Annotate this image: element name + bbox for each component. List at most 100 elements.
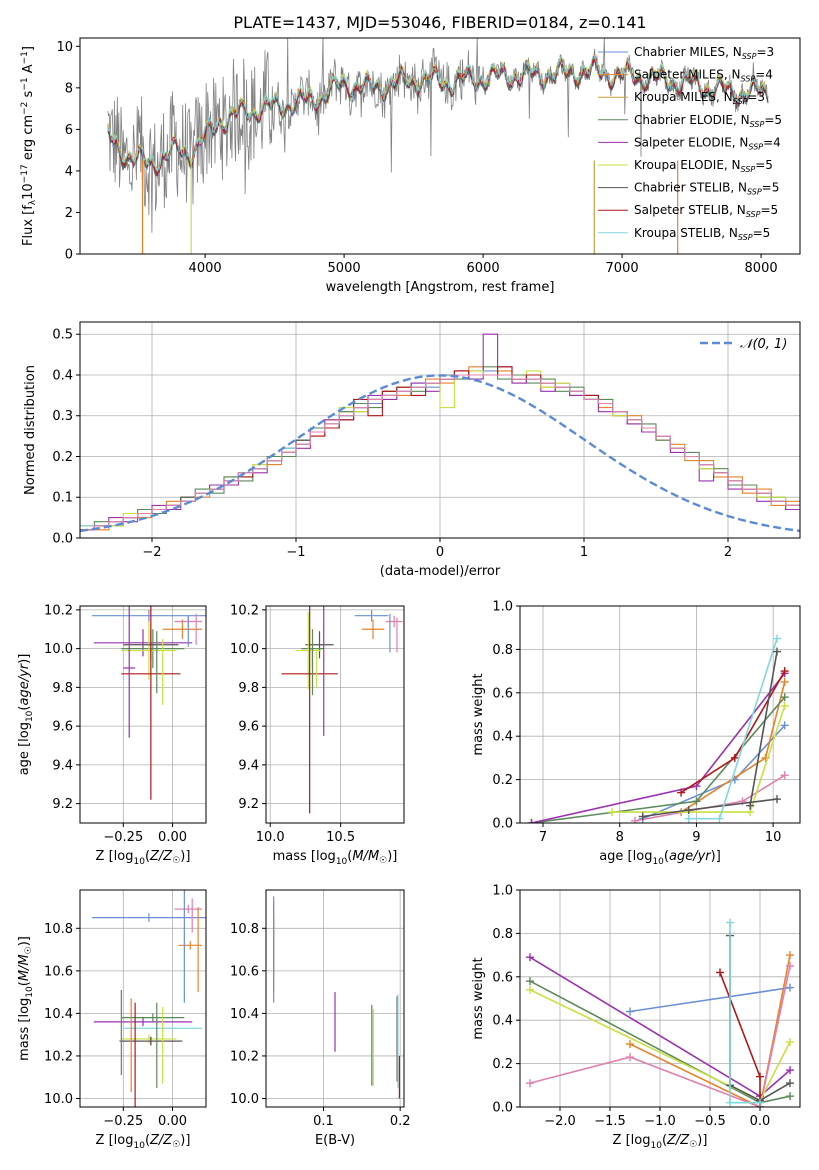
x-tick-label: −1 xyxy=(286,545,305,560)
mass-weight-line xyxy=(749,651,778,806)
x-tick-label: 8000 xyxy=(745,261,778,276)
x-tick-label: 6000 xyxy=(467,261,500,276)
y-tick-label: 10.0 xyxy=(230,642,259,657)
mass-weight-marker xyxy=(780,693,789,702)
mass-weight-marker xyxy=(692,797,701,806)
errorbar-point xyxy=(361,619,385,639)
panel-spectrum: 4000 5000 6000 7000 8000 0 2 4 6 8 10 wavelength [A… xyxy=(20,37,801,295)
x-tick-label: 0.00 xyxy=(158,830,187,845)
y-tick-label: 0.1 xyxy=(52,491,73,506)
y-tick-label: 10.2 xyxy=(230,1049,259,1064)
x-tick-label: −2 xyxy=(142,545,161,560)
x-tick-label: 5000 xyxy=(328,261,361,276)
panel-age_vs_mass: 10.0 10.5 9.2 9.4 9.6 9.8 10.0 10.2 mass [log10(… xyxy=(230,603,405,867)
y-tick-label: 1.0 xyxy=(492,600,513,615)
errorbar-point xyxy=(93,629,193,657)
mass-weight-marker xyxy=(780,721,789,730)
y-tick-label: 10.0 xyxy=(44,642,73,657)
axes-frame xyxy=(265,605,405,824)
normal-curve xyxy=(80,374,800,533)
mass-weight-marker xyxy=(638,812,647,821)
mass-weight-marker xyxy=(716,968,724,977)
y-tick-label: 10.4 xyxy=(230,1007,259,1022)
y-tick-label: 0.0 xyxy=(52,532,73,547)
mass-weight-marker xyxy=(772,634,781,643)
mass-weight-marker xyxy=(526,953,534,962)
mass-weight-marker xyxy=(746,801,755,810)
mass-weight-marker xyxy=(527,819,536,823)
y-tick-label: 10.2 xyxy=(44,1049,73,1064)
x-axis-label: Z [log10(Z/Z☉)] xyxy=(96,849,191,867)
y-tick-label: 0.5 xyxy=(52,328,73,343)
errorbar-point xyxy=(121,629,185,668)
y-tick-label: 0.4 xyxy=(492,1014,513,1029)
y-tick-label: 1.0 xyxy=(492,884,513,899)
mass-weight-line xyxy=(529,965,791,1107)
mass-weight-marker xyxy=(626,1040,634,1049)
mass-weight-line xyxy=(531,696,786,823)
axes-frame xyxy=(79,37,801,255)
y-tick-label: 9.2 xyxy=(52,797,73,812)
x-tick-label: 8 xyxy=(616,830,624,845)
y-tick-label: 9.2 xyxy=(238,797,259,812)
y-tick-label: 10.0 xyxy=(44,1092,73,1107)
y-tick-label: 9.6 xyxy=(238,720,259,735)
x-tick-label: 10.5 xyxy=(326,830,355,845)
mass-weight-marker xyxy=(756,1072,764,1081)
y-tick-label: 9.6 xyxy=(52,720,73,735)
mass-weight-line xyxy=(531,672,786,823)
x-tick-label: 0.2 xyxy=(390,1114,411,1129)
y-tick-label: 0.2 xyxy=(52,450,73,465)
y-tick-label: 10 xyxy=(56,40,73,55)
errorbar-point xyxy=(91,609,206,622)
y-tick-label: 0.8 xyxy=(492,927,513,942)
mass-weight-marker xyxy=(677,788,686,797)
y-tick-label: 9.4 xyxy=(52,758,73,773)
errorbar-point xyxy=(162,619,203,639)
axes-frame xyxy=(79,605,207,824)
mass-weight-marker xyxy=(780,771,789,780)
legend-entry: Chabrier MILES, NSSP=3 xyxy=(634,45,774,61)
x-axis-label: Z [log10(Z/Z☉)] xyxy=(613,1133,708,1151)
mass-weight-marker xyxy=(684,805,693,814)
x-tick-label: −1.0 xyxy=(644,1114,676,1129)
plot-area xyxy=(91,606,206,800)
errorbar-point xyxy=(93,1017,193,1027)
y-tick-label: 2 xyxy=(65,206,73,221)
mass-weight-line xyxy=(629,954,791,1107)
y-axis-label: Normed distribution xyxy=(23,365,38,495)
plot-area xyxy=(526,918,794,1107)
legend-entry: 𝒩(0, 1) xyxy=(740,337,787,352)
mass-weight-marker xyxy=(626,1053,634,1062)
y-tick-label: 10.6 xyxy=(44,964,73,979)
panel-mass_vs_ebv: 0.1 0.2 10.0 10.2 10.4 10.6 10.8 E(B-V) xyxy=(230,889,411,1148)
y-tick-label: 10.8 xyxy=(44,922,73,937)
y-tick-label: 0 xyxy=(65,248,73,263)
errorbar-point xyxy=(281,606,338,814)
axes-frame xyxy=(79,889,207,1108)
legend: Chabrier MILES, NSSP=3 Salpeter MILES, NS… xyxy=(598,45,782,242)
y-tick-label: 10.8 xyxy=(230,922,259,937)
panel-mass_vs_z: −0.25 0.00 10.0 10.2 10.4 10.6 10.8 Z [log10(Z/… xyxy=(17,889,207,1151)
y-tick-label: 0.4 xyxy=(52,368,73,383)
errorbar-point xyxy=(91,913,206,922)
mass-weight-marker xyxy=(786,951,794,960)
y-tick-label: 6 xyxy=(65,123,73,138)
errorbar-point xyxy=(121,606,181,800)
mass-weight-marker xyxy=(631,816,640,823)
mass-weight-marker xyxy=(715,814,724,823)
x-tick-label: 1 xyxy=(580,545,588,560)
mass-weight-marker xyxy=(780,701,789,710)
legend-entry: Kroupa STELIB, NSSP=5 xyxy=(634,226,770,242)
mass-weight-marker xyxy=(526,977,534,986)
y-tick-label: 9.8 xyxy=(52,681,73,696)
spectrum-model-line xyxy=(107,57,769,176)
x-tick-label: 9 xyxy=(692,830,700,845)
panel-massweight_vs_z: −2.0 −1.5 −1.0 −0.5 0.0 0.0 0.2 0.4 0.6 0.8 1.0 Z [… xyxy=(471,884,801,1151)
errorbar-point xyxy=(385,615,403,628)
plot-area xyxy=(273,896,400,1099)
y-tick-label: 10.4 xyxy=(44,1007,73,1022)
legend-entry: Kroupa MILES, NSSP=3 xyxy=(634,90,765,106)
y-tick-label: 4 xyxy=(65,164,73,179)
